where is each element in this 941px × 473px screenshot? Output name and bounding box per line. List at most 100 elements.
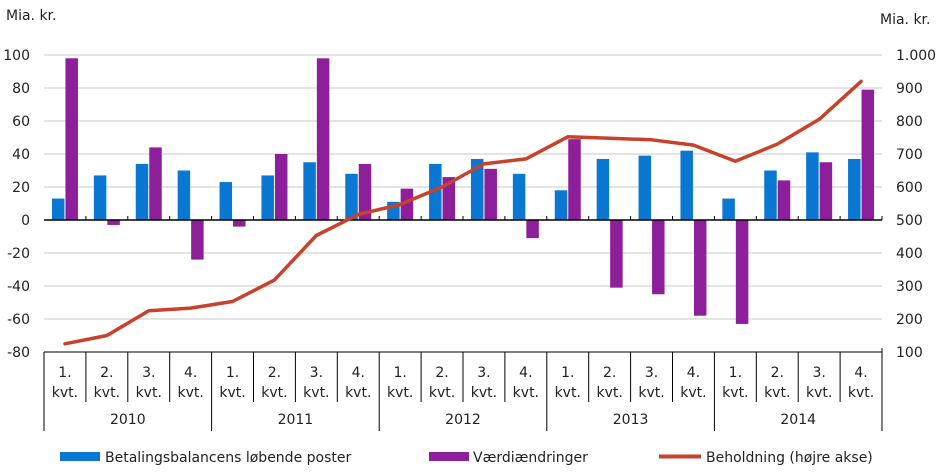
- left-axis-tick-label: -80: [7, 345, 30, 361]
- bar-value-changes: [735, 220, 749, 324]
- bar-value-changes: [442, 177, 456, 220]
- year-label: 2012: [445, 412, 481, 428]
- left-axis-tick-label: 100: [3, 48, 30, 64]
- bar-current-account: [554, 190, 568, 220]
- bar-current-account: [429, 163, 442, 220]
- bar-value-changes: [526, 220, 539, 239]
- gridlines: [44, 54, 882, 320]
- bar-current-account: [177, 170, 191, 220]
- year-label: 2011: [278, 412, 314, 428]
- bar-current-account: [764, 170, 777, 220]
- bar-value-changes: [484, 168, 497, 220]
- legend-label-value-changes: Værdiændringer: [473, 450, 588, 466]
- right-axis-ticks: 100 200 300 400 500 600 700 800 900 1.000: [896, 48, 936, 361]
- line-series: [63, 79, 863, 346]
- bar-current-account: [638, 155, 652, 220]
- bar-value-changes: [693, 220, 707, 316]
- quarter-number-label: 2.: [603, 365, 616, 381]
- quarter-unit-label: kvt.: [177, 385, 203, 401]
- quarter-unit-label: kvt.: [596, 385, 622, 401]
- legend-swatch-value-changes: [429, 452, 469, 461]
- bar-current-account: [470, 158, 484, 220]
- legend: Betalingsbalancens løbende poster Værdiæ…: [60, 450, 873, 466]
- bar-current-account: [806, 152, 819, 220]
- bar-current-account: [93, 175, 107, 220]
- bars: [51, 58, 875, 324]
- bar-value-changes: [274, 154, 288, 220]
- bar-current-account: [261, 175, 274, 220]
- bar-value-changes: [861, 89, 875, 221]
- quarter-number-label: 3.: [645, 365, 658, 381]
- year-label: 2013: [613, 412, 649, 428]
- year-label: 2014: [780, 412, 816, 428]
- right-axis-tick-label: 800: [896, 114, 923, 130]
- bar-current-account: [135, 163, 149, 220]
- bar-current-account: [512, 173, 526, 220]
- quarter-unit-label: kvt.: [387, 385, 413, 401]
- left-axis-tick-label: 40: [12, 147, 30, 163]
- quarter-unit-label: kvt.: [219, 385, 245, 401]
- quarter-number-label: 1.: [58, 365, 71, 381]
- quarter-number-label: 3.: [812, 365, 825, 381]
- bar-value-changes: [652, 220, 665, 295]
- quarter-unit-label: kvt.: [261, 385, 287, 401]
- left-axis-ticks: -80 -60 -40 -20 0 20 40 60 80 100: [3, 48, 30, 361]
- quarter-unit-label: kvt.: [806, 385, 832, 401]
- quarter-number-label: 4.: [352, 365, 365, 381]
- bar-value-changes: [819, 162, 833, 220]
- right-axis-tick-label: 900: [896, 81, 923, 97]
- left-axis-tick-label: 20: [12, 180, 30, 196]
- bar-current-account: [722, 198, 735, 220]
- quarter-number-label: 4.: [184, 365, 197, 381]
- quarter-unit-label: kvt.: [429, 385, 455, 401]
- quarter-unit-label: kvt.: [136, 385, 162, 401]
- bar-value-changes: [358, 163, 372, 220]
- right-axis-tick-label: 400: [896, 246, 923, 262]
- line-holdings: [63, 79, 863, 346]
- quarter-number-label: 2.: [268, 365, 281, 381]
- quarter-number-label: 2.: [435, 365, 448, 381]
- quarter-unit-label: kvt.: [345, 385, 371, 401]
- left-axis-tick-label: -40: [7, 279, 30, 295]
- bar-value-changes: [65, 58, 78, 220]
- bar-current-account: [680, 150, 693, 220]
- left-axis-tick-label: 0: [21, 213, 30, 229]
- bar-current-account: [303, 162, 316, 220]
- quarter-unit-label: kvt.: [555, 385, 581, 401]
- right-axis-tick-label: 700: [896, 147, 923, 163]
- quarter-unit-label: kvt.: [303, 385, 329, 401]
- quarter-unit-label: kvt.: [680, 385, 706, 401]
- bar-current-account: [219, 182, 233, 220]
- bar-value-changes: [568, 139, 581, 220]
- right-axis-tick-label: 1.000: [896, 48, 936, 64]
- left-axis-tick-label: 80: [12, 81, 30, 97]
- quarter-unit-label: kvt.: [513, 385, 539, 401]
- quarter-number-label: 2.: [100, 365, 113, 381]
- legend-swatch-current-account: [60, 452, 100, 461]
- legend-label-current-account: Betalingsbalancens løbende poster: [105, 450, 351, 466]
- quarter-number-label: 1.: [226, 365, 239, 381]
- quarter-unit-label: kvt.: [52, 385, 78, 401]
- quarter-unit-label: kvt.: [722, 385, 748, 401]
- quarter-unit-label: kvt.: [848, 385, 874, 401]
- quarter-unit-label: kvt.: [764, 385, 790, 401]
- legend-label-holdings: Beholdning (højre akse): [706, 450, 873, 466]
- bar-value-changes: [149, 147, 162, 220]
- x-axis-categories: 1. kvt. 2. kvt. 3. kvt. 4. kvt. 1. kvt. 2. kvt. 3. kv…: [43, 352, 883, 431]
- bar-value-changes: [107, 220, 120, 225]
- left-axis-tick-label: -60: [7, 312, 30, 328]
- quarter-unit-label: kvt.: [471, 385, 497, 401]
- quarter-number-label: 3.: [142, 365, 155, 381]
- bar-current-account: [345, 173, 358, 220]
- quarter-unit-label: kvt.: [94, 385, 120, 401]
- quarter-number-label: 3.: [310, 365, 323, 381]
- bar-value-changes: [777, 180, 791, 220]
- right-axis-tick-label: 500: [896, 213, 923, 229]
- right-axis-tick-label: 100: [896, 345, 923, 361]
- bar-value-changes: [400, 188, 414, 220]
- right-axis-unit: Mia. kr.: [880, 12, 930, 28]
- quarter-number-label: 1.: [561, 365, 574, 381]
- bar-value-changes: [316, 58, 330, 220]
- right-axis-tick-label: 600: [896, 180, 923, 196]
